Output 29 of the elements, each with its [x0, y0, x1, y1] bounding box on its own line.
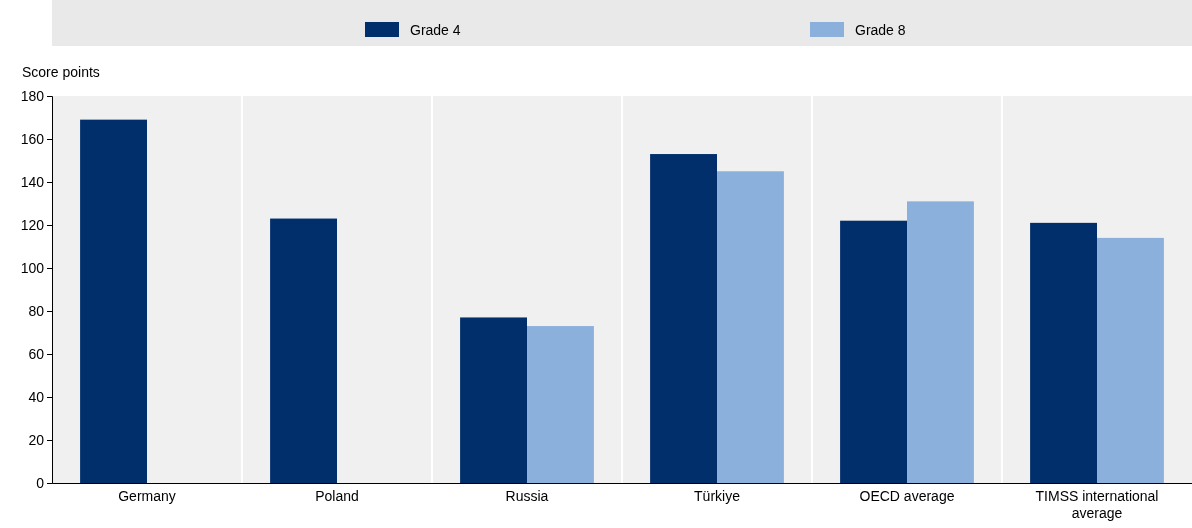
bar: [907, 201, 974, 483]
x-tick-label: Poland: [315, 488, 359, 505]
y-tick-label: 20: [28, 431, 45, 448]
x-tick-label: Russia: [505, 488, 549, 505]
y-tick-label: 80: [28, 302, 45, 319]
legend-label: Grade 8: [855, 22, 906, 38]
legend-label: Grade 4: [410, 22, 461, 38]
bar: [80, 119, 147, 483]
bar: [650, 154, 717, 483]
y-tick-label: 120: [20, 216, 45, 233]
y-tick-label: 100: [20, 259, 45, 276]
y-tick-label: 160: [20, 130, 45, 147]
y-tick-label: 40: [28, 388, 45, 405]
bar: [717, 171, 784, 483]
bar: [527, 326, 594, 483]
bar: [270, 218, 337, 483]
bar: [1097, 237, 1164, 483]
x-tick-label: Türkiye: [694, 488, 741, 505]
bar: [1030, 222, 1097, 483]
y-tick-label: 180: [20, 87, 45, 104]
y-tick-label: 140: [20, 173, 45, 190]
y-tick-label: 0: [36, 474, 45, 491]
x-tick-label: Germany: [118, 488, 176, 505]
bar: [460, 317, 527, 483]
y-axis-title: Score points: [22, 64, 100, 80]
x-tick-label: TIMSS international average: [1035, 488, 1159, 521]
x-tick-label: OECD average: [859, 488, 955, 505]
bar: [840, 220, 907, 483]
y-tick-label: 60: [28, 345, 45, 362]
